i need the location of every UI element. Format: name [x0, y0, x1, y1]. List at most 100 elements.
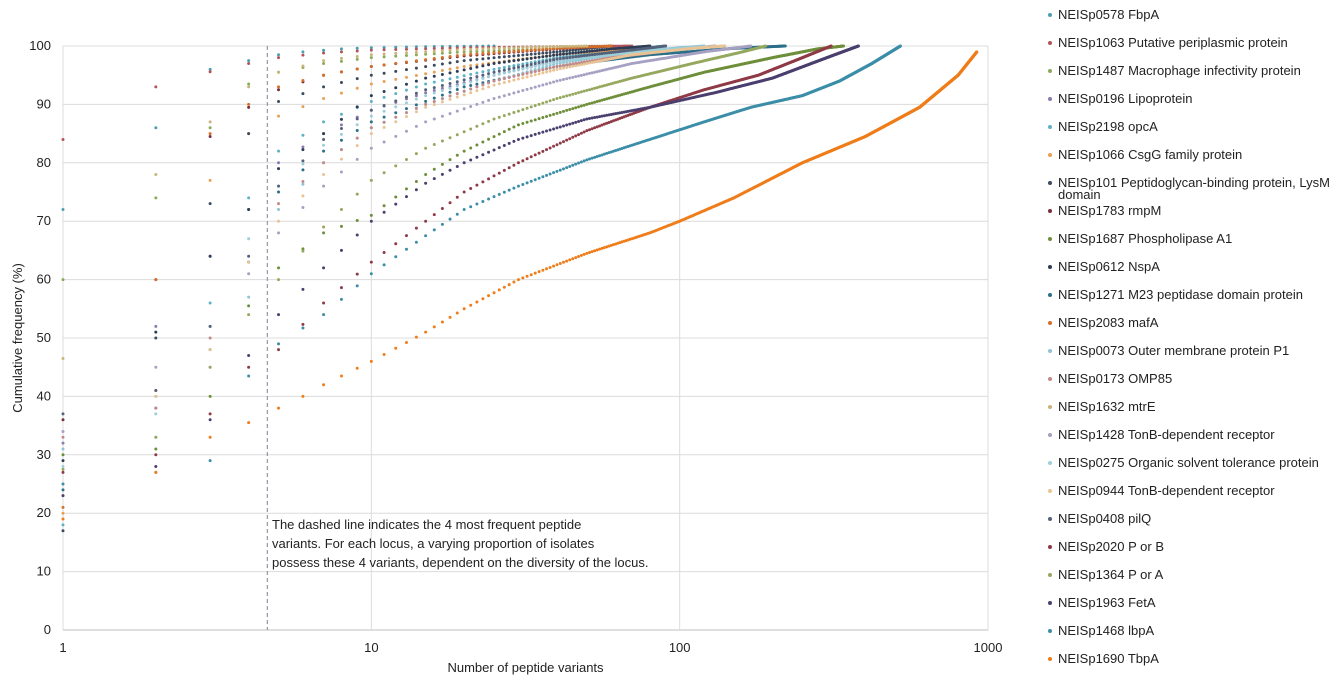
data-point: [525, 157, 529, 161]
data-point: [469, 105, 473, 109]
data-point: [558, 45, 562, 49]
data-point: [607, 53, 611, 57]
data-point: [462, 190, 466, 194]
data-point: [469, 76, 473, 80]
data-point: [582, 73, 586, 77]
data-point: [552, 45, 556, 49]
data-point: [541, 130, 545, 134]
data-point: [339, 224, 343, 228]
data-point: [339, 70, 343, 74]
data-point: [154, 85, 158, 89]
data-point: [301, 206, 305, 210]
data-point: [339, 132, 343, 136]
data-point: [525, 106, 529, 110]
data-point: [552, 50, 556, 54]
data-point: [537, 64, 541, 68]
data-point: [382, 171, 386, 175]
data-point: [475, 124, 479, 128]
data-point: [537, 55, 541, 59]
data-point: [448, 97, 452, 101]
data-point: [440, 73, 444, 77]
data-point: [475, 65, 479, 69]
legend-marker: [1048, 545, 1052, 549]
data-point: [611, 47, 615, 51]
data-point: [582, 62, 586, 66]
data-point: [277, 266, 281, 270]
data-point: [558, 141, 562, 145]
data-point: [469, 303, 473, 307]
data-point: [481, 47, 485, 51]
data-point: [541, 175, 545, 179]
data-point: [507, 112, 511, 116]
legend-item: NEISp1066 CsgG family protein: [1048, 148, 1342, 161]
legend-marker: [1048, 433, 1052, 437]
data-point: [521, 76, 525, 80]
data-point: [502, 285, 506, 289]
data-point: [369, 48, 373, 52]
data-point: [537, 176, 541, 180]
data-point: [579, 73, 583, 77]
data-point: [369, 114, 373, 118]
data-point: [975, 50, 979, 54]
data-point: [339, 112, 343, 116]
data-point: [568, 137, 572, 141]
data-point: [487, 119, 491, 123]
data-point: [355, 46, 359, 50]
data-point: [487, 98, 491, 102]
data-point: [301, 194, 305, 198]
data-point: [61, 467, 65, 471]
legend-item: NEISp2198 opcA: [1048, 120, 1342, 133]
data-point: [440, 51, 444, 55]
data-point: [339, 81, 343, 85]
data-point: [440, 62, 444, 66]
data-point: [565, 138, 569, 142]
data-point: [301, 64, 305, 68]
legend-label: NEISp1428 TonB-dependent receptor: [1058, 427, 1275, 442]
data-point: [562, 78, 565, 82]
data-point: [277, 278, 281, 282]
data-point: [552, 58, 556, 62]
data-point: [469, 146, 473, 150]
data-point: [525, 57, 529, 61]
data-point: [247, 374, 251, 378]
data-point: [469, 186, 473, 190]
data-point: [404, 51, 408, 55]
data-point: [487, 63, 491, 67]
data-point: [602, 84, 606, 88]
data-point: [469, 67, 473, 70]
data-point: [600, 84, 604, 88]
data-point: [552, 53, 556, 57]
data-point: [512, 78, 516, 82]
data-point: [414, 53, 418, 57]
data-point: [568, 65, 572, 69]
data-point: [394, 99, 398, 103]
data-point: [574, 44, 578, 48]
data-point: [533, 73, 537, 77]
legend-item: NEISp2083 mafA: [1048, 316, 1342, 329]
data-point: [585, 50, 589, 54]
data-point: [577, 61, 581, 65]
legend-marker: [1048, 377, 1052, 381]
data-point: [588, 102, 591, 106]
data-point: [414, 50, 418, 54]
data-point: [533, 48, 537, 52]
data-point: [602, 53, 606, 57]
data-point: [537, 84, 541, 88]
data-point: [481, 49, 485, 53]
data-point: [339, 117, 343, 121]
data-point: [582, 130, 586, 134]
data-point: [525, 135, 529, 139]
data-point: [595, 115, 599, 119]
data-point: [404, 158, 408, 162]
legend-label: NEISp0073 Outer membrane protein P1: [1058, 343, 1290, 358]
data-point: [61, 137, 65, 141]
data-point: [394, 120, 398, 124]
data-point: [462, 93, 466, 97]
data-point: [521, 108, 525, 112]
annotation-line-1: The dashed line indicates the 4 most fre…: [272, 517, 581, 532]
data-point: [154, 172, 158, 176]
data-point: [61, 505, 65, 509]
series-8: [61, 44, 846, 457]
annotation-line-3: possess these 4 variants, dependent on t…: [272, 555, 649, 570]
data-point: [424, 181, 428, 185]
